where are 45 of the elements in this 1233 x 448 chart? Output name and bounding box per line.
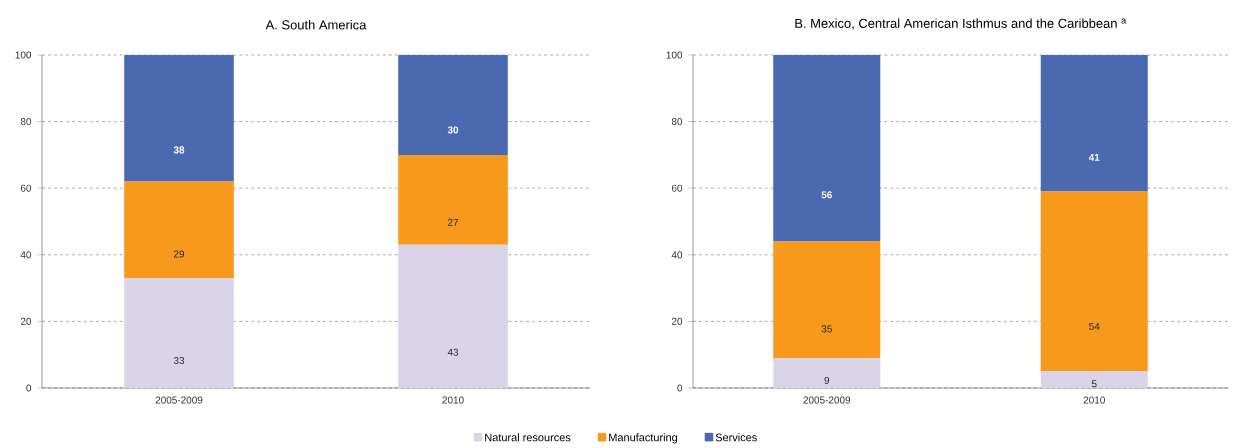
y-tick-label: 0 — [677, 384, 683, 392]
data-label: 5 — [1091, 380, 1097, 388]
data-label: 41 — [1088, 153, 1100, 161]
data-label: 54 — [1089, 322, 1100, 330]
bar — [124, 54, 234, 182]
data-label: 29 — [173, 250, 185, 258]
chart-title: A. South America — [265, 19, 367, 30]
legend-label: Services — [715, 433, 757, 442]
data-label: 38 — [173, 146, 185, 154]
y-tick-label: 60 — [671, 184, 683, 192]
bar — [398, 244, 508, 388]
bar — [124, 181, 234, 279]
x-tick-label: 2005-2009 — [803, 396, 851, 404]
bar — [1040, 54, 1148, 192]
y-tick-label: 20 — [20, 317, 32, 325]
data-label: 56 — [821, 191, 832, 199]
bar — [124, 278, 234, 388]
y-tick-label: 40 — [671, 251, 683, 259]
bar — [773, 54, 881, 242]
y-tick-label: 80 — [20, 118, 32, 126]
bar — [1040, 371, 1148, 388]
y-tick-label: 40 — [20, 251, 32, 259]
data-label: 33 — [173, 356, 185, 365]
data-label: 43 — [447, 348, 459, 356]
y-tick-label: 100 — [15, 51, 32, 59]
y-tick-label: 20 — [671, 317, 683, 325]
bar — [1040, 191, 1148, 372]
x-tick-label: 2010 — [442, 396, 464, 404]
legend-label: Natural resources — [485, 433, 571, 442]
data-label: 9 — [824, 376, 830, 385]
y-tick-label: 80 — [671, 118, 683, 126]
legend-label: Manufacturing — [609, 433, 678, 444]
y-tick-label: 60 — [20, 184, 32, 192]
data-label: 30 — [447, 126, 459, 134]
bar — [398, 54, 508, 155]
data-label: 35 — [821, 325, 832, 333]
bar — [773, 358, 881, 388]
x-tick-label: 2005-2009 — [155, 396, 203, 404]
y-tick-label: 100 — [666, 51, 683, 59]
bar — [398, 154, 508, 245]
y-tick-label: 0 — [26, 384, 32, 392]
data-label: 27 — [447, 218, 459, 226]
x-tick-label: 2010 — [1083, 396, 1105, 404]
bar — [773, 241, 881, 359]
chart-title: B. Mexico, Central American Isthmus and the Caribbean $^{a}$ — [795, 18, 1127, 30]
